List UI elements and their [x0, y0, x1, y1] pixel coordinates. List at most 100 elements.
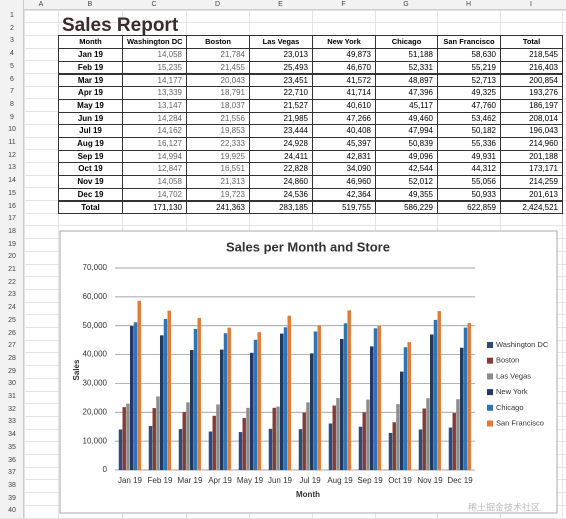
table-cell: 22,828 — [249, 162, 313, 177]
table-header-cell: San Francisco — [437, 35, 501, 50]
table-cell: 53,462 — [437, 111, 501, 126]
row-header: 36 — [8, 456, 16, 464]
table-cell: 47,994 — [375, 124, 438, 138]
row-header: 25 — [8, 316, 16, 324]
table-cell: May 19 — [58, 98, 123, 113]
table-cell: 24,411 — [249, 149, 313, 164]
cell-gridline — [0, 466, 566, 468]
table-cell: 23,444 — [249, 124, 313, 138]
row-header-bar — [0, 0, 24, 518]
column-header: E — [278, 1, 283, 8]
row-header: 21 — [8, 266, 16, 273]
row-header: 26 — [8, 329, 16, 337]
table-cell: Apr 19 — [58, 86, 123, 100]
table-cell: 52,713 — [437, 73, 501, 88]
cell-gridline — [0, 390, 566, 392]
table-cell: 196,043 — [500, 124, 563, 138]
table-cell: Aug 19 — [58, 137, 123, 151]
table-cell: 173,171 — [500, 162, 563, 177]
table-cell: 14,058 — [122, 48, 187, 62]
row-header: 16 — [8, 202, 16, 210]
table-cell: Sep 19 — [58, 149, 123, 164]
table-cell: 23,013 — [249, 48, 313, 62]
row-header: 7 — [10, 88, 14, 96]
table-cell: 51,188 — [375, 48, 438, 62]
table-cell: 44,312 — [437, 162, 501, 177]
table-cell: Jun 19 — [58, 111, 123, 126]
row-header: 30 — [8, 380, 16, 388]
table-cell: 49,873 — [312, 48, 376, 62]
cell-gridline — [0, 327, 566, 328]
table-cell: 16,127 — [122, 137, 187, 151]
cell-gridline — [24, 0, 25, 518]
column-header: H — [465, 1, 472, 8]
row-header: 35 — [8, 443, 16, 451]
column-header: A — [38, 1, 44, 8]
row-header: 5 — [10, 62, 14, 70]
table-cell: 21,556 — [186, 111, 250, 126]
column-header: G — [403, 1, 409, 8]
row-header: 29 — [8, 367, 16, 375]
cell-gridline — [0, 454, 566, 455]
table-cell: 15,235 — [122, 60, 187, 75]
cell-gridline — [0, 301, 566, 303]
table-cell: 200,854 — [500, 73, 563, 88]
cell-gridline — [0, 377, 566, 379]
table-cell: 46,960 — [312, 175, 376, 189]
column-header: B — [87, 1, 93, 8]
cell-gridline — [0, 365, 566, 367]
sheet-title: Sales Report — [62, 15, 179, 36]
table-cell: 214,960 — [500, 137, 563, 151]
cell-gridline — [0, 441, 566, 443]
cell-gridline — [0, 9, 566, 11]
cell-gridline — [562, 0, 563, 518]
table-cell: 14,284 — [122, 111, 187, 126]
column-header-bar — [0, 0, 566, 10]
row-header: 39 — [8, 494, 16, 502]
row-header: 33 — [8, 418, 16, 426]
table-cell: 46,670 — [312, 60, 376, 75]
table-header-cell: Chicago — [375, 35, 438, 50]
cell-gridline — [58, 0, 59, 518]
row-header: 11 — [8, 139, 16, 146]
table-cell: 20,043 — [186, 73, 250, 88]
cell-gridline — [0, 225, 566, 227]
table-cell: 14,162 — [122, 124, 187, 138]
cell-gridline — [0, 492, 566, 494]
table-cell: 48,897 — [375, 73, 438, 88]
table-cell: 21,985 — [249, 111, 313, 126]
table-total-cell: 586,229 — [375, 200, 438, 215]
cell-gridline — [0, 22, 566, 24]
table-cell: 22,333 — [186, 137, 250, 151]
table-cell: 49,460 — [375, 111, 438, 126]
table-cell: 12,847 — [122, 162, 187, 177]
row-header: 10 — [8, 126, 16, 134]
table-cell: 50,839 — [375, 137, 438, 151]
table-cell: 14,177 — [122, 73, 187, 88]
cell-gridline — [0, 479, 566, 481]
table-total-cell: 283,185 — [249, 200, 313, 215]
table-cell: 186,197 — [500, 98, 563, 113]
table-cell: Dec 19 — [58, 187, 123, 202]
table-cell: 55,219 — [437, 60, 501, 75]
table-cell: 16,551 — [186, 162, 250, 177]
table-cell: Jan 19 — [58, 48, 123, 62]
table-cell: Nov 19 — [58, 175, 123, 189]
table-cell: 13,339 — [122, 86, 187, 100]
row-header: 24 — [8, 304, 16, 312]
column-header: C — [151, 1, 157, 8]
table-cell: 24,860 — [249, 175, 313, 189]
row-header: 6 — [10, 75, 14, 83]
row-header: 32 — [8, 405, 16, 413]
row-header: 27 — [8, 342, 16, 350]
table-cell: 218,545 — [500, 48, 563, 62]
table-header-cell: Boston — [186, 35, 250, 50]
table-cell: Feb 19 — [58, 60, 123, 75]
row-header: 4 — [10, 50, 14, 58]
row-header: 14 — [8, 177, 16, 185]
cell-gridline — [0, 415, 566, 417]
cell-gridline — [0, 288, 566, 290]
table-cell: 42,544 — [375, 162, 438, 177]
row-header: 9 — [10, 113, 14, 121]
